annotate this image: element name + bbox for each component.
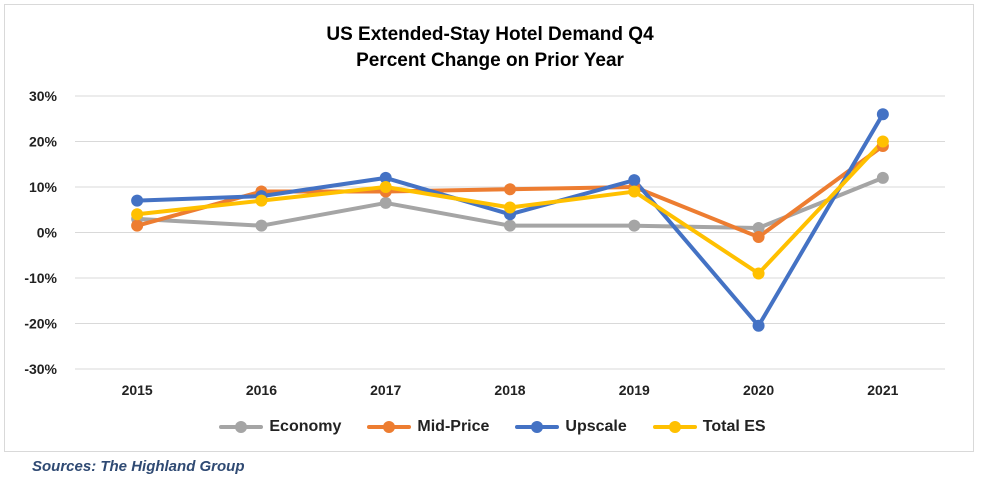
source-note: Sources: The Highland Group xyxy=(32,458,245,475)
legend-item-total-es: Total ES xyxy=(652,418,766,436)
y-tick-label: -10% xyxy=(24,270,57,286)
point-upscale-2015 xyxy=(131,194,144,207)
point-mid-price-2018 xyxy=(504,183,516,196)
y-axis: 30% 20% 10% 0% -10% -20% -30% xyxy=(24,88,57,377)
point-total-es-2017 xyxy=(379,181,392,193)
legend-label-upscale: Upscale xyxy=(565,418,627,435)
y-tick-label: 30% xyxy=(29,88,58,104)
y-tick-label: -20% xyxy=(24,316,57,332)
point-total-es-2020 xyxy=(752,267,765,280)
point-mid-price-2020 xyxy=(752,231,765,244)
legend-label-economy: Economy xyxy=(269,418,342,435)
x-tick-label-2021: 2021 xyxy=(867,382,898,398)
point-economy-2018 xyxy=(504,219,516,232)
legend-swatch-economy xyxy=(219,421,264,433)
x-tick-label-2019: 2019 xyxy=(619,382,650,398)
point-economy-2017 xyxy=(379,196,392,209)
chart-frame xyxy=(4,4,974,452)
x-tick-label-2018: 2018 xyxy=(494,382,525,398)
legend-item-upscale: Upscale xyxy=(515,418,627,436)
y-tick-label: -30% xyxy=(24,361,57,377)
point-total-es-2016 xyxy=(255,194,268,207)
x-tick-label-2015: 2015 xyxy=(122,382,153,398)
legend-swatch-mid-price xyxy=(367,421,412,433)
legend-swatch-upscale xyxy=(515,421,560,433)
point-economy-2019 xyxy=(628,219,641,232)
y-tick-label: 10% xyxy=(29,179,58,195)
chart-title: US Extended-Stay Hotel Demand Q4 xyxy=(326,24,654,45)
x-tick-label-2016: 2016 xyxy=(246,382,277,398)
gridlines xyxy=(75,95,945,370)
point-economy-2020 xyxy=(752,221,765,234)
legend-swatch-total-es xyxy=(652,421,697,433)
legend-label-total-es: Total ES xyxy=(702,418,766,435)
point-total-es-2021 xyxy=(876,135,889,148)
x-tick-label-2020: 2020 xyxy=(743,382,774,398)
point-total-es-2015 xyxy=(131,208,144,221)
point-mid-price-2015 xyxy=(131,219,144,232)
point-economy-2021 xyxy=(876,171,889,184)
point-economy-2016 xyxy=(255,219,268,232)
legend-label-mid-price: Mid-Price xyxy=(417,418,490,435)
series-points xyxy=(131,108,889,332)
point-upscale-2020 xyxy=(752,319,765,332)
legend: Economy Mid-Price Upscale Total ES xyxy=(0,418,985,436)
legend-item-economy: Economy xyxy=(219,418,341,436)
chart-subtitle: Percent Change on Prior Year xyxy=(356,50,624,71)
y-tick-label: 0% xyxy=(37,225,58,241)
x-tick-label-2017: 2017 xyxy=(370,382,401,398)
point-total-es-2018 xyxy=(504,201,516,214)
legend-item-mid-price: Mid-Price xyxy=(367,418,489,436)
point-upscale-2017 xyxy=(379,171,392,184)
point-upscale-2021 xyxy=(876,108,889,121)
point-upscale-2019 xyxy=(628,174,641,187)
point-total-es-2019 xyxy=(628,185,641,198)
x-axis: 2015 2016 2017 2018 2019 2020 2021 xyxy=(122,382,899,398)
y-tick-label: 20% xyxy=(29,134,58,150)
